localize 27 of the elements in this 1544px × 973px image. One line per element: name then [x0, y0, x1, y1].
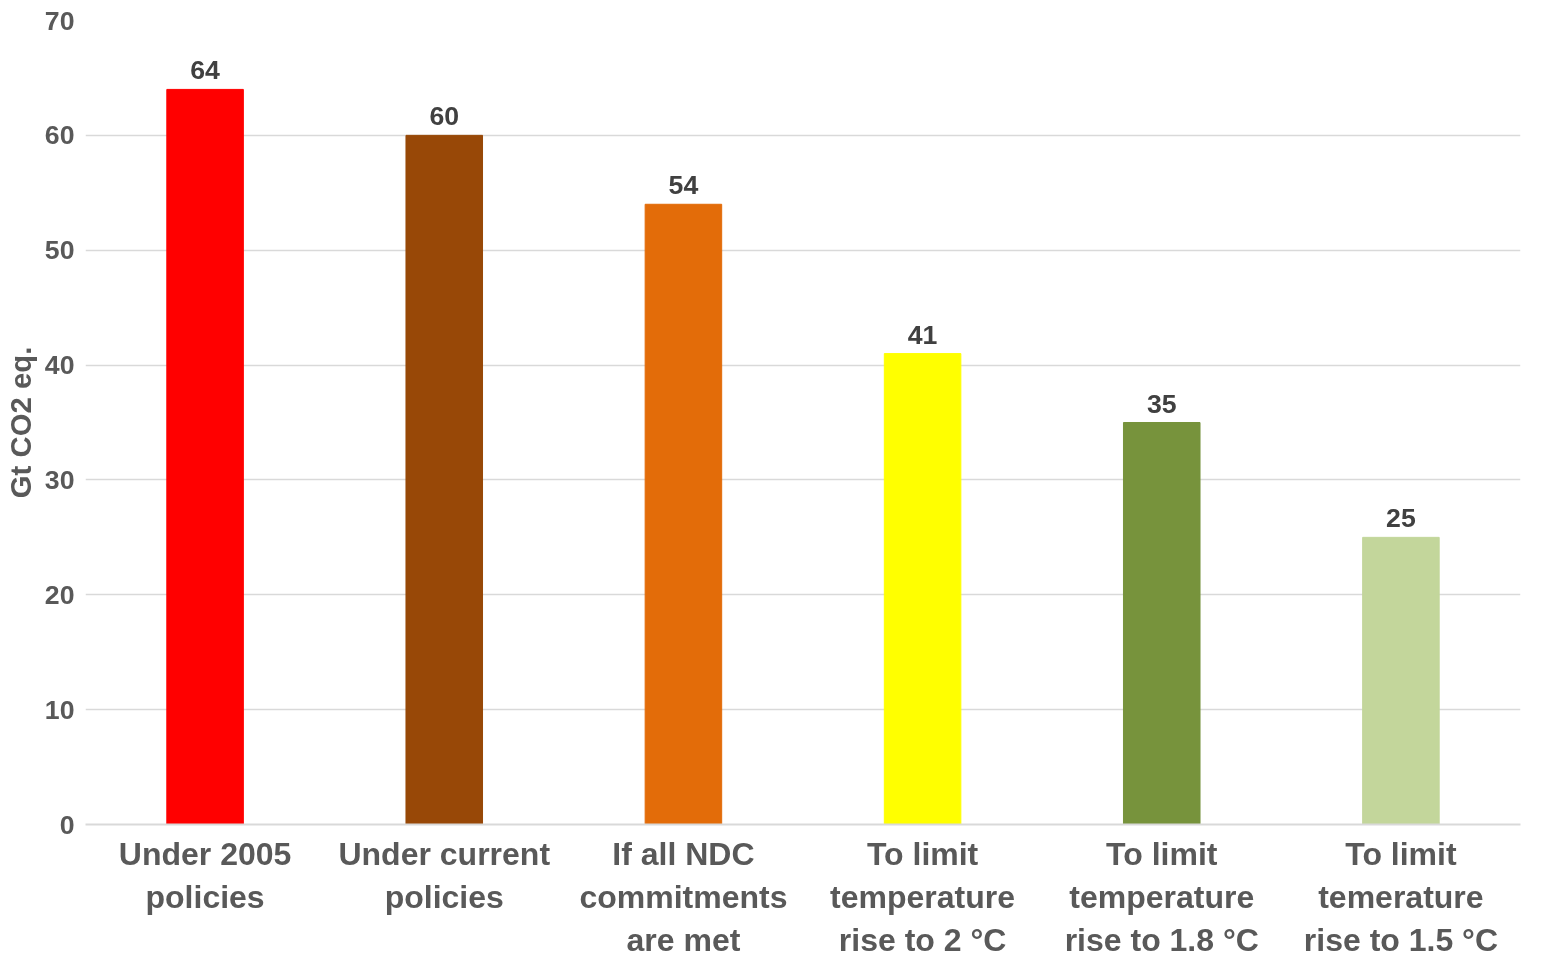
- data-label: 64: [190, 55, 221, 86]
- x-tick-label: If all NDC commitments are met: [579, 835, 788, 958]
- bar: [644, 203, 723, 825]
- bar: [405, 134, 484, 825]
- data-label: 54: [668, 170, 699, 201]
- bar: [1362, 536, 1440, 825]
- data-label: 60: [429, 101, 460, 132]
- bar: [166, 88, 244, 825]
- x-tick-label: Under current policies: [338, 835, 551, 915]
- x-tick-label: To limit temperature rise to 1.8 °C: [1064, 835, 1259, 958]
- y-tick-label: 0: [59, 809, 75, 840]
- y-tick-label: 70: [44, 5, 75, 36]
- y-axis-title: Gt CO2 eq.: [3, 346, 37, 499]
- x-tick-label: To limit temperature rise to 2 °C: [830, 835, 1016, 958]
- y-tick-label: 30: [44, 464, 75, 495]
- data-label: 41: [907, 319, 938, 350]
- y-tick-label: 20: [44, 579, 75, 610]
- data-label: 35: [1146, 388, 1177, 419]
- y-tick-label: 40: [44, 350, 75, 381]
- x-tick-label: Under 2005 policies: [118, 835, 292, 915]
- bar: [883, 353, 962, 825]
- y-tick-label: 50: [44, 235, 75, 266]
- data-label: 25: [1386, 503, 1416, 534]
- y-tick-label: 60: [44, 120, 75, 151]
- y-tick-label: 10: [44, 694, 75, 725]
- x-tick-label: To limit temerature rise to 1.5 °C: [1303, 835, 1499, 958]
- bar: [1122, 422, 1201, 825]
